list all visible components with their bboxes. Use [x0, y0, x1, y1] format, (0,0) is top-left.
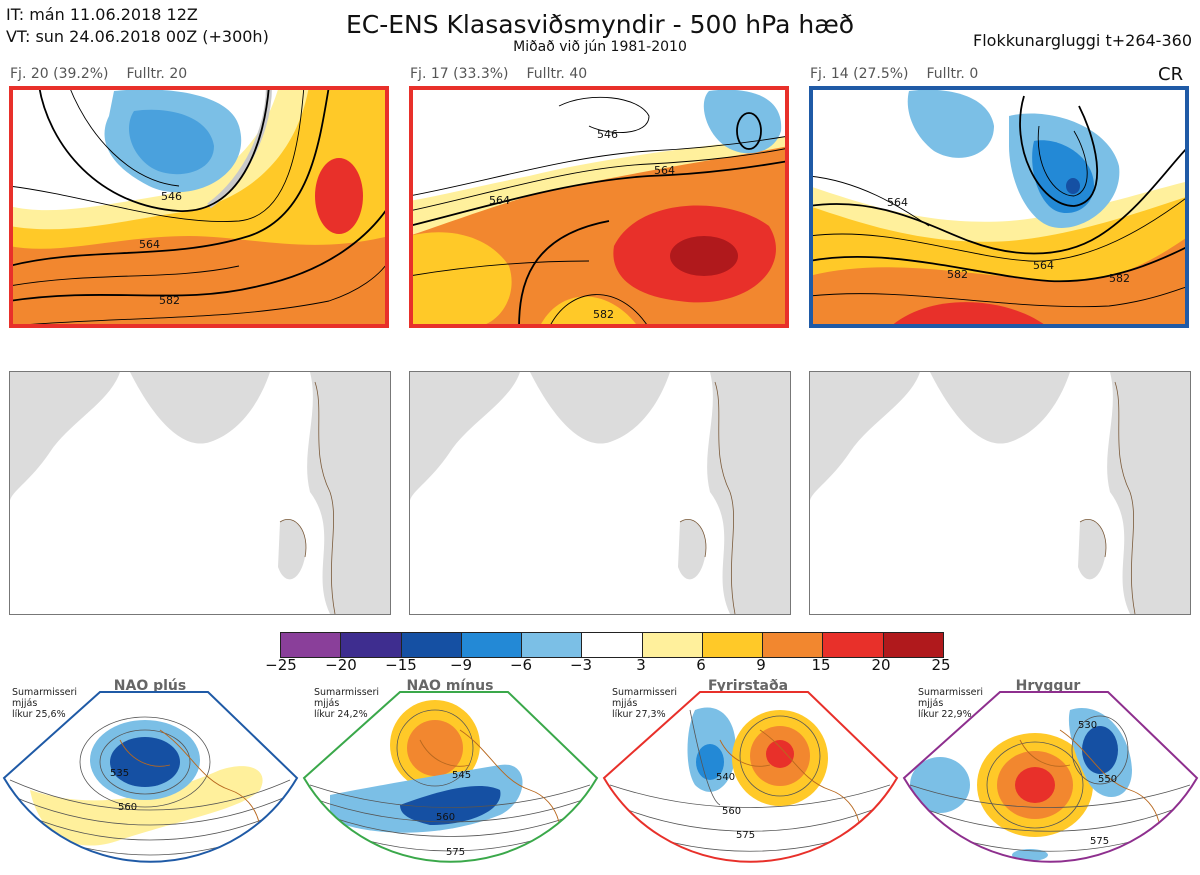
cluster-3-label: Fj. 14 (27.5%) Fulltr. 0	[810, 66, 996, 82]
colorbar-segment	[642, 633, 703, 657]
valid-time: VT: sun 24.06.2018 00Z (+300h)	[6, 27, 269, 46]
colorbar-tick-label: −25	[265, 656, 297, 674]
regime-1-title: NAO plús	[113, 678, 187, 694]
colorbar-tick-label: 6	[696, 656, 706, 674]
colorbar	[280, 632, 944, 658]
contour-label: 560	[722, 806, 742, 817]
cluster-3-map: 564 564 582 582	[809, 86, 1189, 328]
contour-label: 564	[654, 164, 675, 177]
cluster-1-count: Fj. 20 (39.2%)	[10, 66, 109, 82]
contour-label: 560	[118, 802, 138, 813]
contour-label: 564	[1033, 259, 1054, 272]
contour-label: 564	[489, 194, 510, 207]
corner-tag: CR	[1158, 64, 1184, 85]
contour-label: 582	[947, 268, 968, 281]
cluster-2-label: Fj. 17 (33.3%) Fulltr. 40	[410, 66, 605, 82]
contour-label: 575	[736, 830, 756, 841]
colorbar-tick-label: 15	[811, 656, 831, 674]
base-map-2	[409, 371, 791, 615]
colorbar-segment	[582, 633, 643, 657]
initial-time: IT: mán 11.06.2018 12Z	[6, 5, 198, 24]
contour-label: 560	[436, 812, 456, 823]
regime-2-map: 545 560 575	[300, 690, 600, 871]
colorbar-segment	[823, 633, 884, 657]
regime-1-note: Sumarmisseri mjjás líkur 25,6%	[12, 687, 78, 720]
contour-label: 564	[139, 238, 160, 251]
contour-label: 575	[1090, 836, 1110, 847]
cluster-3-count: Fj. 14 (27.5%)	[810, 66, 909, 82]
regime-3-title: Fyrirstaða	[707, 678, 789, 694]
regime-4-map: 530 550 575	[900, 690, 1200, 871]
base-map-3	[809, 371, 1191, 615]
regime-3-note: Sumarmisseri mjjás líkur 27,3%	[612, 687, 678, 720]
colorbar-tick-label: −20	[325, 656, 357, 674]
classification-window: Flokkunargluggi t+264-360	[973, 31, 1192, 50]
regime-2-note: Sumarmisseri mjjás líkur 24,2%	[314, 687, 380, 720]
header-info: IT: mán 11.06.2018 12Z VT: sun 24.06.201…	[6, 4, 269, 48]
base-map-1	[9, 371, 391, 615]
contour-label: 545	[452, 770, 472, 781]
contour-label: 575	[446, 847, 466, 858]
cluster-3-control: Fulltr. 0	[926, 66, 979, 82]
colorbar-tick-label: 25	[931, 656, 951, 674]
cluster-2-count: Fj. 17 (33.3%)	[410, 66, 509, 82]
colorbar-segment	[341, 633, 402, 657]
contour-label: 582	[159, 294, 180, 307]
contour-label: 546	[161, 190, 182, 203]
contour-label: 540	[716, 772, 736, 783]
regime-2-title: NAO mínus	[406, 678, 494, 694]
colorbar-segment	[461, 633, 523, 657]
regime-1-map: 535 560	[0, 690, 300, 871]
colorbar-tick-label: −9	[449, 656, 473, 674]
cluster-2-control: Fulltr. 40	[526, 66, 588, 82]
regime-4-note: Sumarmisseri mjjás líkur 22,9%	[918, 687, 984, 720]
colorbar-tick-label: −3	[569, 656, 593, 674]
contour-label: 546	[597, 128, 618, 141]
colorbar-tick-label: −15	[385, 656, 417, 674]
contour-label: 550	[1098, 774, 1118, 785]
cluster-1-map: 564 582 546	[9, 86, 389, 328]
cluster-2-map: 564 564 546 582	[409, 86, 789, 328]
colorbar-segment	[763, 633, 824, 657]
regime-3-map: 540 560 575	[600, 690, 900, 871]
page-subtitle: Miðað við jún 1981-2010	[513, 39, 687, 55]
cluster-1-control: Fulltr. 20	[126, 66, 188, 82]
regime-4-title: Hryggur	[1015, 678, 1081, 694]
colorbar-segment	[702, 633, 764, 657]
contour-label: 530	[1078, 720, 1098, 731]
colorbar-segment	[522, 633, 583, 657]
colorbar-tick-label: 3	[636, 656, 646, 674]
colorbar-tick-label: 9	[756, 656, 766, 674]
colorbar-segment	[281, 633, 342, 657]
cluster-1-label: Fj. 20 (39.2%) Fulltr. 20	[10, 66, 205, 82]
contour-label: 582	[1109, 272, 1130, 285]
colorbar-segment	[883, 633, 943, 657]
contour-label: 535	[110, 768, 130, 779]
contour-label: 582	[593, 308, 614, 321]
colorbar-tick-label: 20	[871, 656, 891, 674]
colorbar-tick-label: −6	[509, 656, 533, 674]
page-title: EC-ENS Klasasviðsmyndir - 500 hPa hæð	[345, 10, 855, 39]
contour-label: 564	[887, 196, 908, 209]
colorbar-segment	[401, 633, 462, 657]
